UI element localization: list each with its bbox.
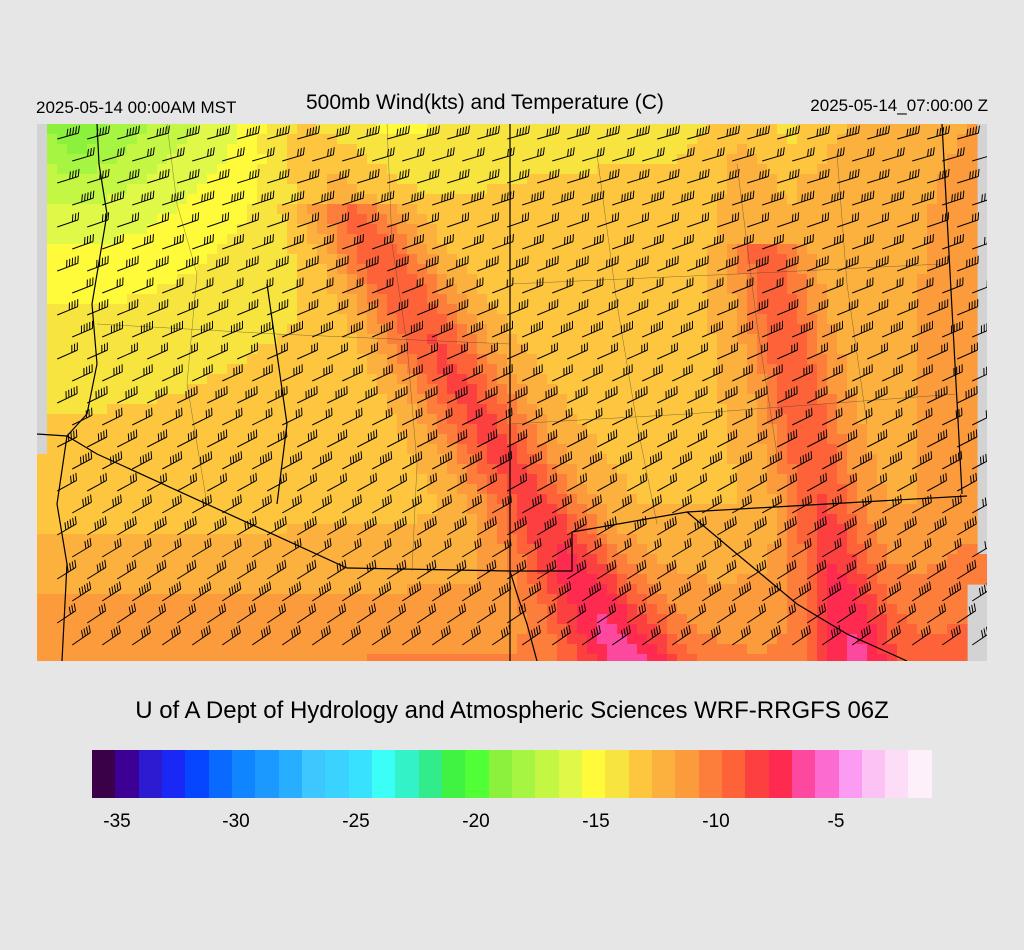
temperature-wind-map	[37, 124, 987, 661]
colorbar-swatch	[161, 750, 186, 798]
map-title: 500mb Wind(kts) and Temperature (C)	[306, 91, 664, 114]
colorbar-swatch	[371, 750, 396, 798]
colorbar-swatch	[651, 750, 676, 798]
colorbar-swatch	[325, 750, 349, 798]
colorbar-swatch	[92, 750, 116, 798]
colorbar-swatch	[768, 750, 792, 798]
colorbar-swatch	[558, 750, 582, 798]
colorbar-swatch	[185, 750, 209, 798]
colorbar-swatch	[535, 750, 559, 798]
colorbar-tick-label: -10	[702, 811, 730, 832]
colorbar-swatch	[675, 750, 699, 798]
wind-barbs	[56, 125, 987, 646]
colorbar-swatch	[231, 750, 256, 798]
colorbar-tick-label: -20	[462, 811, 490, 832]
colorbar-swatch	[138, 750, 162, 798]
colorbar-swatch	[465, 750, 489, 798]
colorbar-swatch	[605, 750, 629, 798]
colorbar-swatch	[721, 750, 746, 798]
colorbar-swatch	[861, 750, 886, 798]
colorbar-swatch	[278, 750, 302, 798]
colorbar-swatch	[395, 750, 419, 798]
colorbar-swatch	[115, 750, 139, 798]
colorbar-swatch	[908, 750, 932, 798]
state-borders	[37, 124, 968, 661]
colorbar-swatch	[628, 750, 652, 798]
model-credit: U of A Dept of Hydrology and Atmospheric…	[135, 697, 889, 724]
colorbar-swatch	[581, 750, 606, 798]
colorbar-swatch	[511, 750, 536, 798]
colorbar-swatch	[418, 750, 442, 798]
colorbar-swatch	[791, 750, 816, 798]
colorbar-swatch	[885, 750, 909, 798]
valid-time-local: 2025-05-14 00:00AM MST	[36, 98, 237, 117]
colorbar-swatch	[255, 750, 279, 798]
colorbar-swatch	[208, 750, 232, 798]
colorbar-swatch	[838, 750, 862, 798]
colorbar-tick-label: -5	[827, 811, 845, 832]
colorbar-swatch	[441, 750, 466, 798]
colorbar-swatch	[698, 750, 722, 798]
temperature-field	[37, 124, 987, 661]
valid-time-utc: 2025-05-14_07:00:00 Z	[810, 96, 988, 115]
colorbar-tick-label: -15	[582, 811, 610, 832]
temperature-colorbar	[92, 750, 932, 798]
colorbar-swatch	[745, 750, 769, 798]
colorbar-swatch	[488, 750, 512, 798]
colorbar-tick-label: -25	[342, 811, 370, 832]
colorbar-swatch	[301, 750, 326, 798]
colorbar-swatch	[348, 750, 372, 798]
colorbar-swatch	[815, 750, 839, 798]
colorbar-tick-label: -35	[103, 811, 131, 832]
colorbar-tick-label: -30	[222, 811, 250, 832]
